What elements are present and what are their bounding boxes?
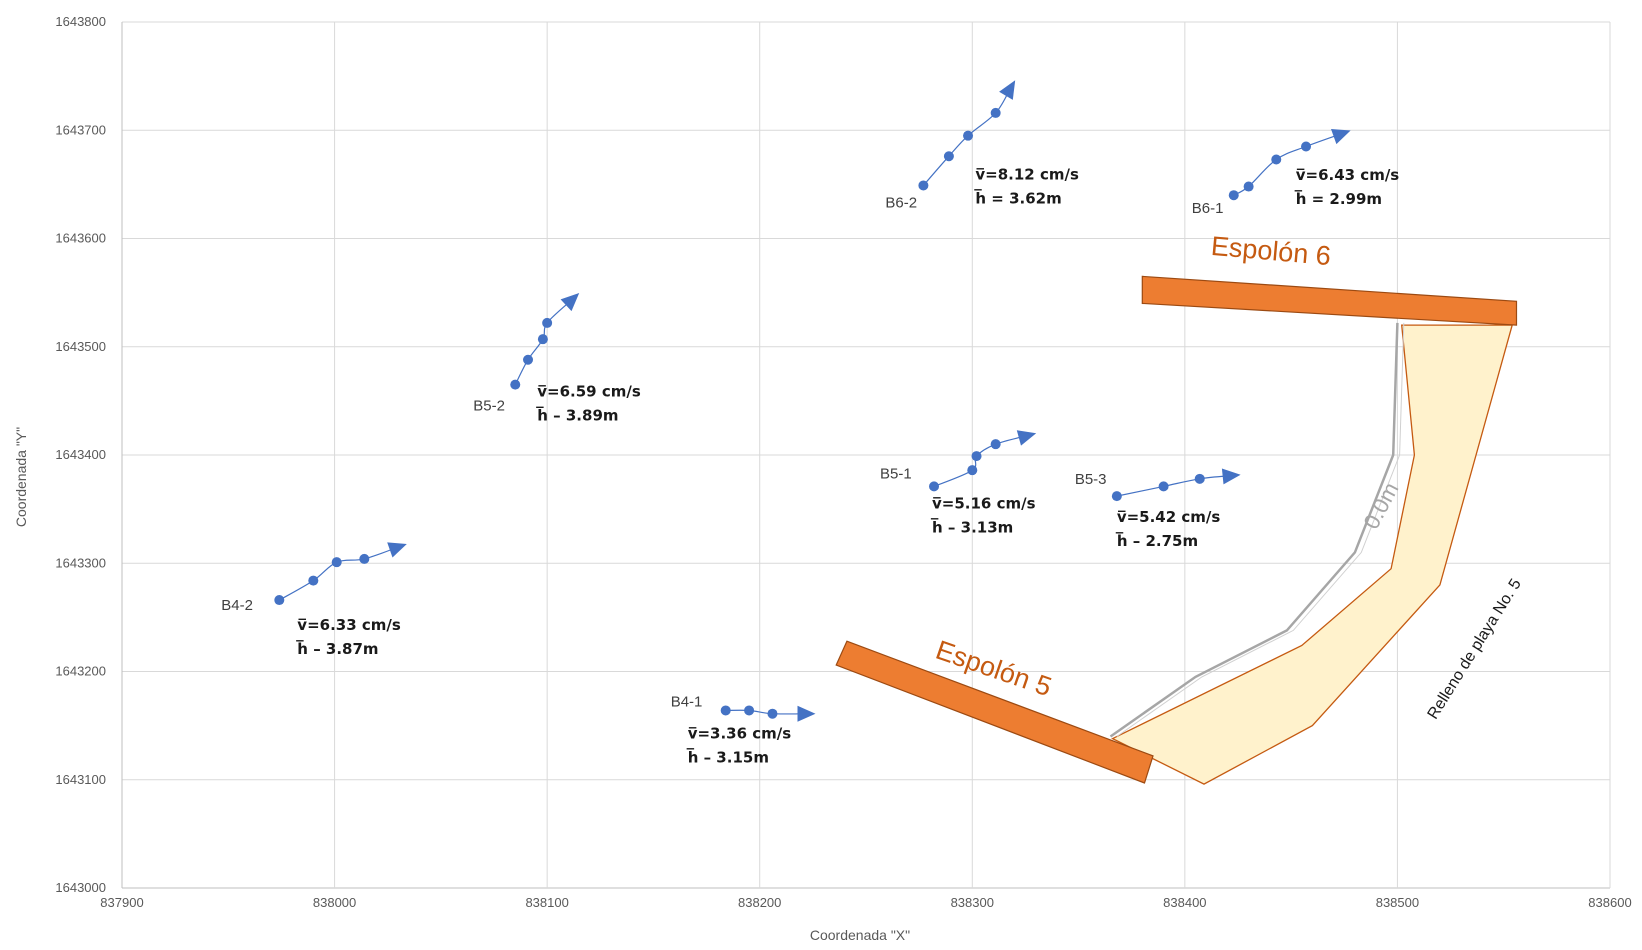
x-tick-label: 838500 — [1376, 895, 1419, 910]
depth-annotation: h̅ – 2.75m — [1115, 530, 1198, 550]
data-point — [990, 107, 1001, 118]
track-line — [1116, 475, 1232, 497]
data-point — [1301, 141, 1312, 152]
grid-lines — [121, 21, 1611, 889]
track-arrowhead — [1221, 468, 1241, 485]
y-tick-label: 1643700 — [55, 122, 106, 137]
x-tick-label: 838000 — [313, 895, 356, 910]
y-tick-label: 1643200 — [55, 664, 106, 679]
depth-annotation: h̅ – 3.13m — [930, 517, 1013, 537]
series-b4-2: B4-2 v̅=6.33 cm/s h̅ – 3.87m — [221, 542, 407, 658]
series-b5-2: B5-2 v̅=6.59 cm/s h̅ – 3.89m — [473, 293, 641, 425]
series-b6-2: B6-2 v̅=8.12 cm/s h̅ = 3.62m — [885, 80, 1079, 211]
data-point — [274, 595, 285, 606]
track-arrowhead — [797, 705, 816, 722]
series-b5-1: B5-1 v̅=5.16 cm/s h̅ – 3.13m — [880, 430, 1037, 537]
track-arrowhead — [387, 542, 407, 558]
y-tick-label: 1643800 — [55, 14, 106, 29]
x-tick-label: 838600 — [1588, 895, 1631, 910]
data-point — [943, 151, 954, 162]
x-tick-label: 838200 — [738, 895, 781, 910]
data-point — [542, 317, 553, 328]
x-tick-label: 838300 — [951, 895, 994, 910]
y-tick-label: 1643000 — [55, 880, 106, 895]
data-point — [767, 708, 778, 719]
beach-fill-area — [1111, 324, 1514, 785]
depth-annotation: h̅ = 3.62m — [974, 188, 1062, 208]
series-label: B5-3 — [1075, 471, 1107, 488]
x-tick-label: 837900 — [100, 895, 143, 910]
contour-line — [1109, 322, 1399, 738]
series-b4-1: B4-1 v̅=3.36 cm/s h̅ – 3.15m — [671, 693, 816, 766]
velocity-annotation: v̅=5.16 cm/s — [932, 494, 1036, 512]
groyne-structure — [1141, 275, 1518, 326]
y-tick-label: 1643600 — [55, 231, 106, 246]
depth-annotation: h̅ – 3.89m — [536, 405, 619, 425]
data-point — [308, 575, 319, 586]
velocity-annotation: v̅=5.42 cm/s — [1117, 508, 1221, 526]
series-label: B5-1 — [880, 465, 912, 482]
y-tick-label: 1643300 — [55, 555, 106, 570]
series-label: B5-2 — [473, 398, 505, 415]
data-point — [1111, 491, 1122, 502]
data-point — [990, 439, 1001, 450]
series-label: B6-1 — [1192, 200, 1224, 217]
velocity-annotation: v̅=3.36 cm/s — [688, 724, 792, 742]
depth-annotation: h̅ – 3.15m — [686, 747, 769, 767]
track-arrowhead — [999, 80, 1016, 100]
data-point — [967, 465, 978, 476]
track-line — [725, 709, 807, 715]
velocity-annotation: v̅=6.59 cm/s — [537, 383, 641, 401]
data-point — [510, 379, 521, 390]
data-point — [929, 481, 940, 492]
y-tick-label: 1643100 — [55, 772, 106, 787]
velocity-annotation: v̅=6.43 cm/s — [1296, 166, 1400, 184]
data-point — [1228, 190, 1239, 201]
y-tick-label: 1643400 — [55, 447, 106, 462]
groyne-structure — [835, 640, 1154, 784]
series-b5-3: B5-3 v̅=5.42 cm/s h̅ – 2.75m — [1075, 468, 1241, 550]
velocity-annotation: v̅=6.33 cm/s — [297, 616, 401, 634]
x-tick-label: 838400 — [1163, 895, 1206, 910]
data-point — [359, 553, 370, 564]
data-point — [971, 451, 982, 462]
depth-annotation: h̅ = 2.99m — [1294, 188, 1382, 208]
data-point — [1271, 154, 1282, 165]
x-axis-title: Coordenada "X" — [810, 927, 910, 943]
data-point — [537, 334, 548, 345]
data-point — [720, 705, 731, 716]
series-label: B4-2 — [221, 597, 253, 614]
data-point — [918, 180, 929, 191]
data-point — [523, 354, 534, 365]
series-label: B6-2 — [885, 194, 917, 211]
data-point — [1243, 181, 1254, 192]
beach-fill-label: Relleno de playa No. 5 — [1425, 576, 1525, 722]
data-point — [1158, 481, 1169, 492]
velocity-annotation: v̅=8.12 cm/s — [975, 165, 1079, 183]
x-tick-label: 838100 — [525, 895, 568, 910]
y-axis-title: Coordenada "Y" — [13, 427, 29, 527]
series-b6-1: B6-1 v̅=6.43 cm/s h̅ = 2.99m — [1192, 129, 1400, 217]
track-line — [278, 546, 399, 601]
series-layer: B4-2 v̅=6.33 cm/s h̅ – 3.87m B4-1 v̅=3.36 cm… — [221, 80, 1399, 766]
data-point — [744, 705, 755, 716]
track-arrowhead — [1016, 430, 1037, 446]
data-point — [331, 557, 342, 568]
contour-line-secondary — [1116, 322, 1405, 737]
series-label: B4-1 — [671, 693, 703, 710]
axis-ticks: 1643000 1643100 1643200 1643300 1643400 16435… — [55, 14, 1631, 910]
y-tick-label: 1643500 — [55, 339, 106, 354]
track-arrowhead — [560, 293, 580, 312]
data-point — [963, 130, 974, 141]
depth-annotation: h̅ – 3.87m — [296, 638, 379, 658]
contour-label: 0.0m — [1359, 478, 1404, 533]
track-arrowhead — [1331, 129, 1351, 145]
data-point — [1194, 473, 1205, 484]
track-line — [933, 434, 1028, 487]
espolon-6-label: Espolón 6 — [1210, 231, 1332, 271]
